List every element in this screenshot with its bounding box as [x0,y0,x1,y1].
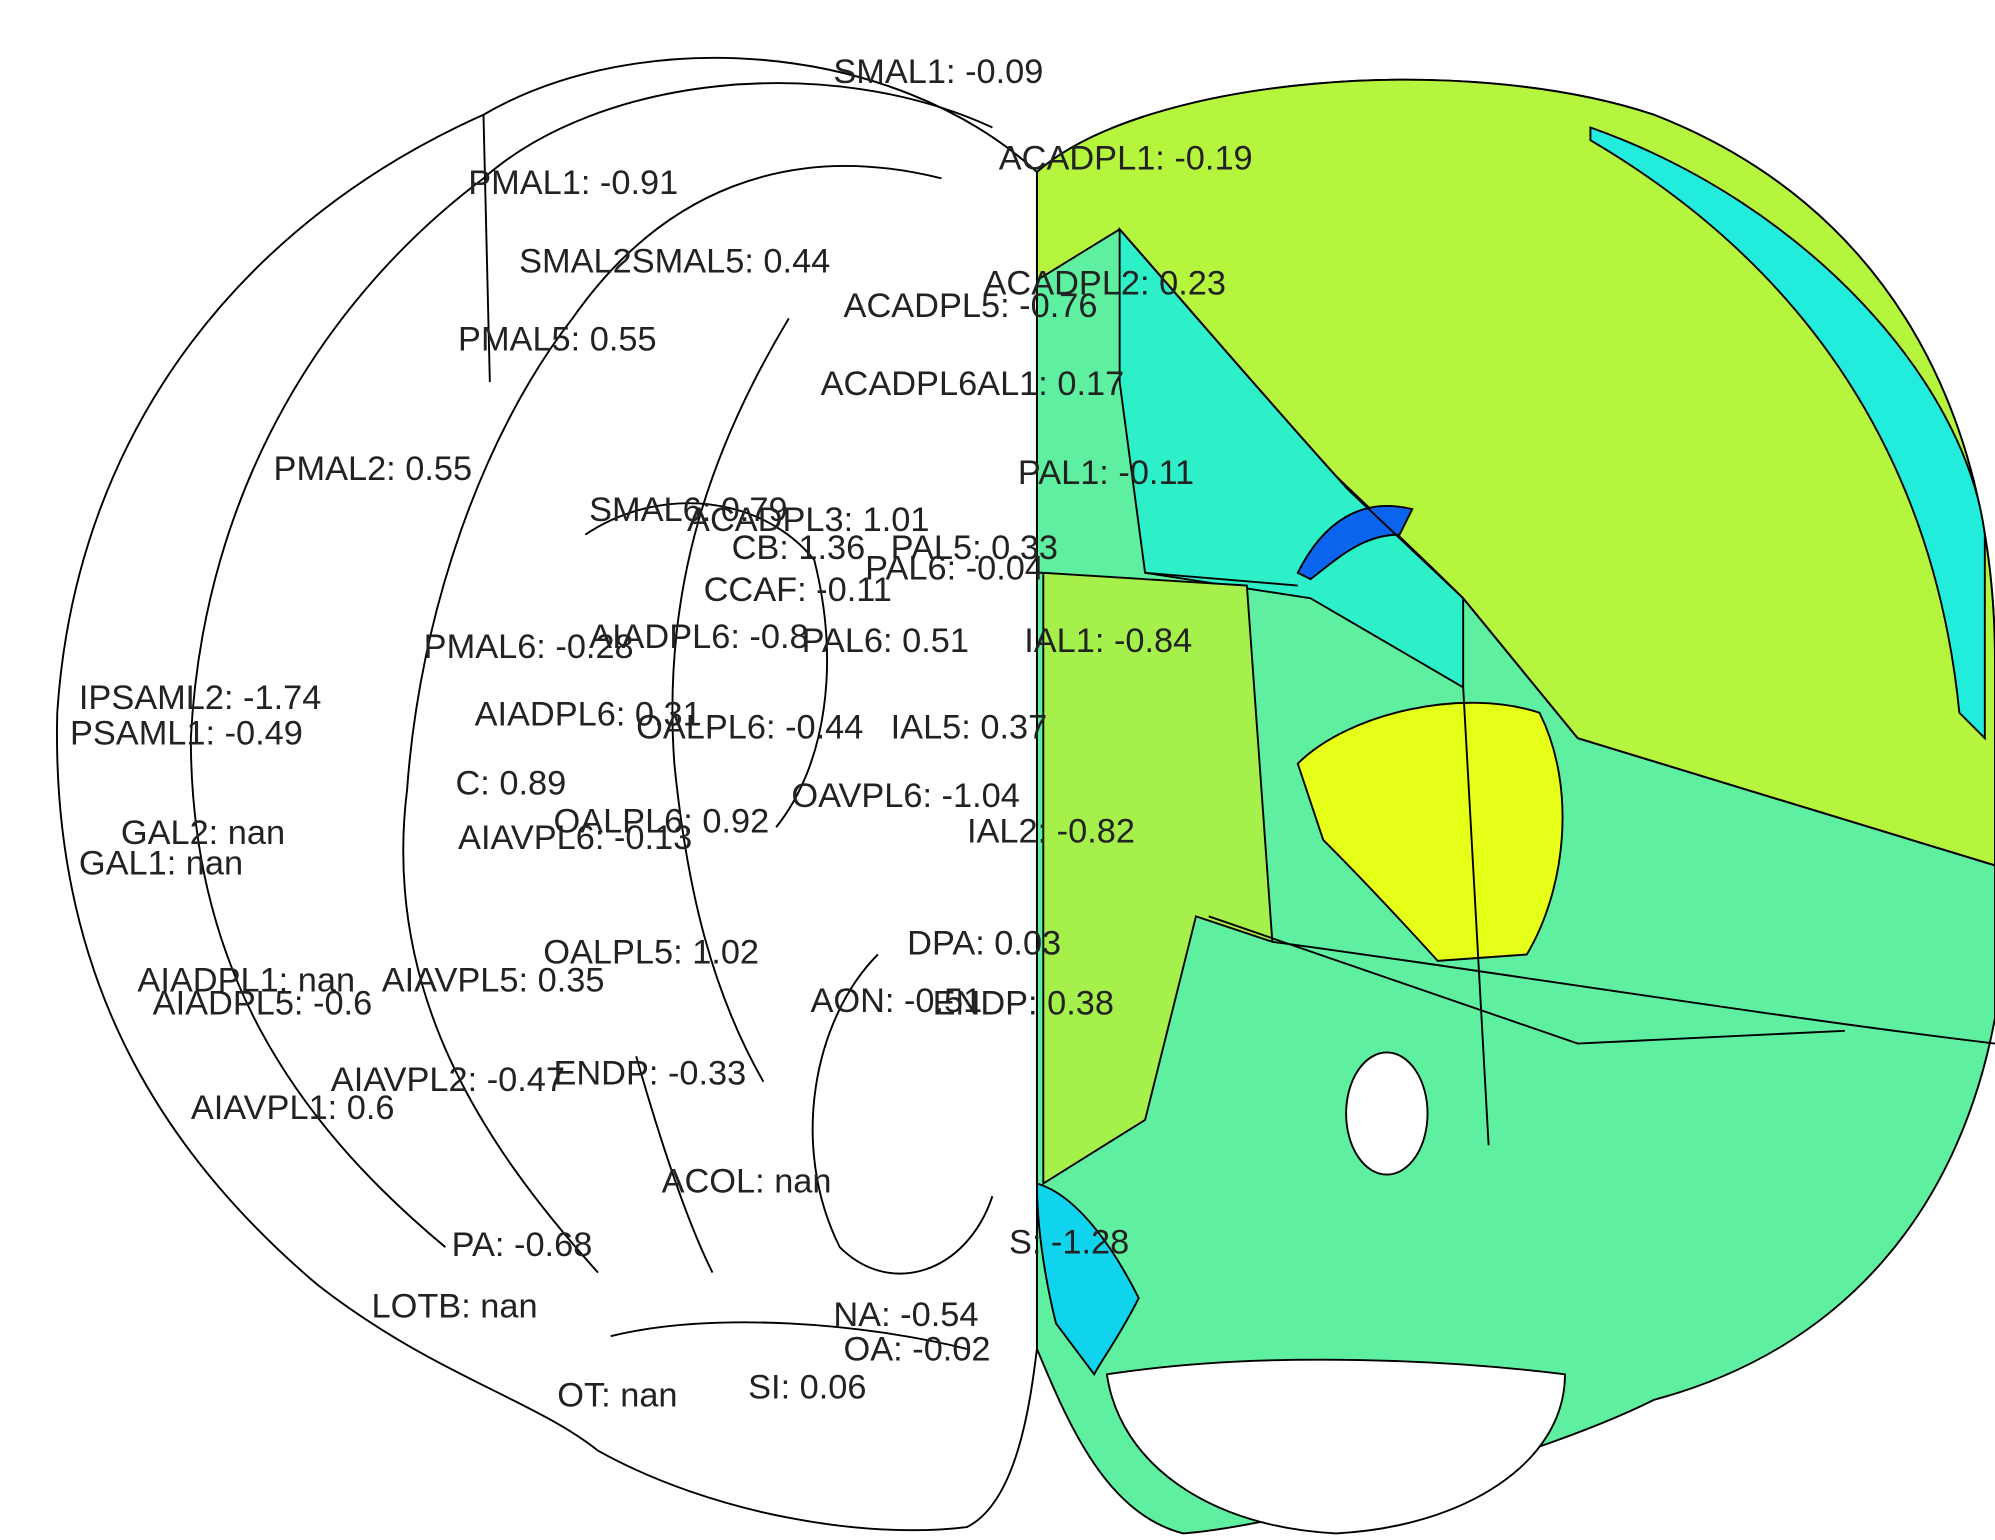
region-label: SI: 0.06 [748,1369,866,1407]
region [1296,701,1564,962]
outline [189,82,993,1350]
region-label: ENDP: -0.33 [553,1054,746,1092]
region-label: C: 0.89 [455,764,566,802]
region-label: SMAL6: 0.79 [589,491,788,529]
region-label: AIADPL5: -0.6 [153,984,373,1022]
region-label: NA: -0.54 [833,1296,978,1334]
region [1035,1182,1140,1377]
region-label: ACADPL1: -0.19 [999,140,1253,178]
right-hemisphere [1035,78,1995,1535]
region [1345,1051,1429,1176]
region-label: CCAF: -0.11 [704,571,892,609]
outline [56,56,1038,1532]
region-label: OALPL6: 0.92 [553,803,769,841]
region-label: AIAVPL1: 0.6 [191,1089,395,1127]
region-label: ACADPL2: 0.23 [984,264,1226,302]
region-label: IAL2: -0.82 [967,813,1135,851]
region-label: OALPL5: 1.02 [543,934,759,972]
region [1589,126,1986,741]
region-label: AIAVPL2: -0.47 [331,1061,565,1099]
left-hemisphere [56,56,1038,1532]
region-label: OA: -0.02 [844,1331,991,1369]
outline [584,502,994,1275]
region-label: PAL1: -0.11 [1018,454,1194,492]
region-label: PSAML1: -0.49 [70,715,303,753]
region-label: SMAL2SMAL5: 0.44 [519,243,830,281]
region-label: OALPL6: -0.44 [636,708,863,746]
region-label: PMAL5: 0.55 [458,320,657,358]
region-label: IAL1: -0.84 [1024,622,1192,660]
region-label: OT: nan [557,1376,677,1414]
region-label: PMAL1: -0.91 [468,164,678,202]
region-label: AON: -0.51 [810,982,982,1020]
region-label: PAL6: -0.04 [865,549,1044,587]
region-label: CB: 1.36 [732,529,866,567]
region-label: ACADPL6AL1: 0.17 [821,365,1125,403]
region-label: ACADPL3: 1.01 [687,501,929,539]
region-label: SMAL1: -0.09 [833,53,1043,91]
region-label: S: -1.28 [1009,1224,1129,1262]
region-label: IPSAML2: -1.74 [79,679,321,717]
region-label: PAL5: 0.33 [891,529,1058,567]
region-label: ACOL: nan [662,1163,832,1201]
region [1042,571,1274,1186]
region-label: ENDP: 0.38 [933,984,1114,1022]
region-label: GAL2: nan [121,814,285,852]
region-label: PMAL2: 0.55 [274,450,473,488]
region-label: AIAVPL6: -0.13 [458,819,692,857]
region-label: AIAVPL5: 0.35 [382,962,605,1000]
region-label: PA: -0.68 [452,1226,593,1264]
region-label: AIADPL1: nan [137,962,355,1000]
region-label: GAL1: nan [79,845,243,883]
region-label: OAVPL6: -1.04 [791,777,1019,815]
labels: SMAL1: -0.09 ACADPL1: -0.19 PMAL1: -0.91 SM… [70,53,1253,1414]
region-label: LOTB: nan [372,1287,538,1325]
region-label: AIADPL6: 0.31 [475,696,702,734]
region-label: PAL6: 0.51 [802,622,969,660]
region-label: PMAL6: -0.28 [424,628,634,666]
region-label: ACADPL5: -0.76 [844,287,1098,325]
region-label: DPA: 0.03 [907,925,1061,963]
region [1105,1358,1566,1535]
outline [1118,228,1995,1146]
region-label: AIADPL6: -0.8 [589,618,809,656]
region-label: IAL5: 0.37 [891,708,1048,746]
